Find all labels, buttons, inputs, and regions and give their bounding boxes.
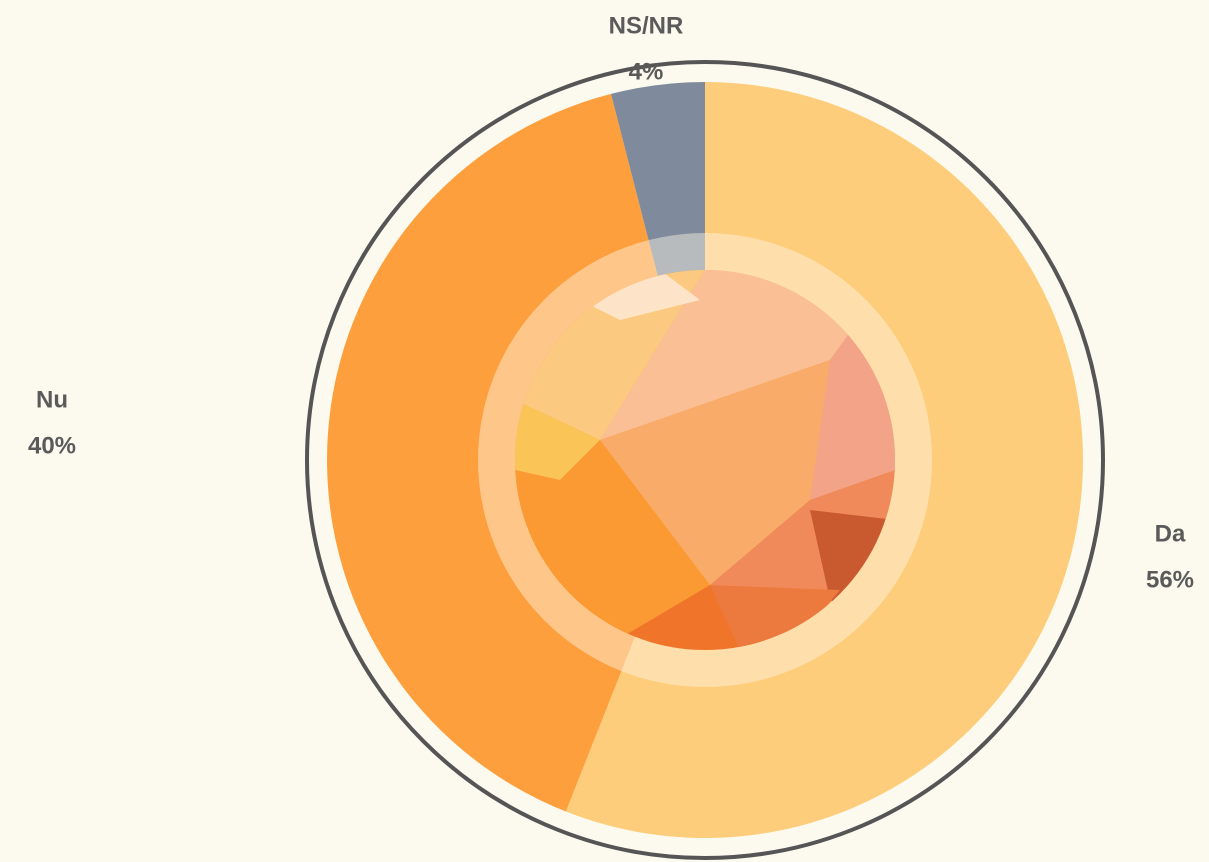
value-label: 40% (28, 432, 76, 459)
page: Da56%Nu40%NS/NR4% (() => { const data = … (0, 0, 1209, 862)
value-label: 4% (629, 58, 664, 85)
center-art (515, 270, 895, 650)
value-label: 56% (1146, 566, 1194, 593)
category-label: NS/NR (609, 12, 684, 39)
category-label: Da (1155, 520, 1186, 547)
category-label: Nu (36, 386, 68, 413)
chart: Da 56% Nu 40% NS/NR 4% (0, 0, 1209, 862)
